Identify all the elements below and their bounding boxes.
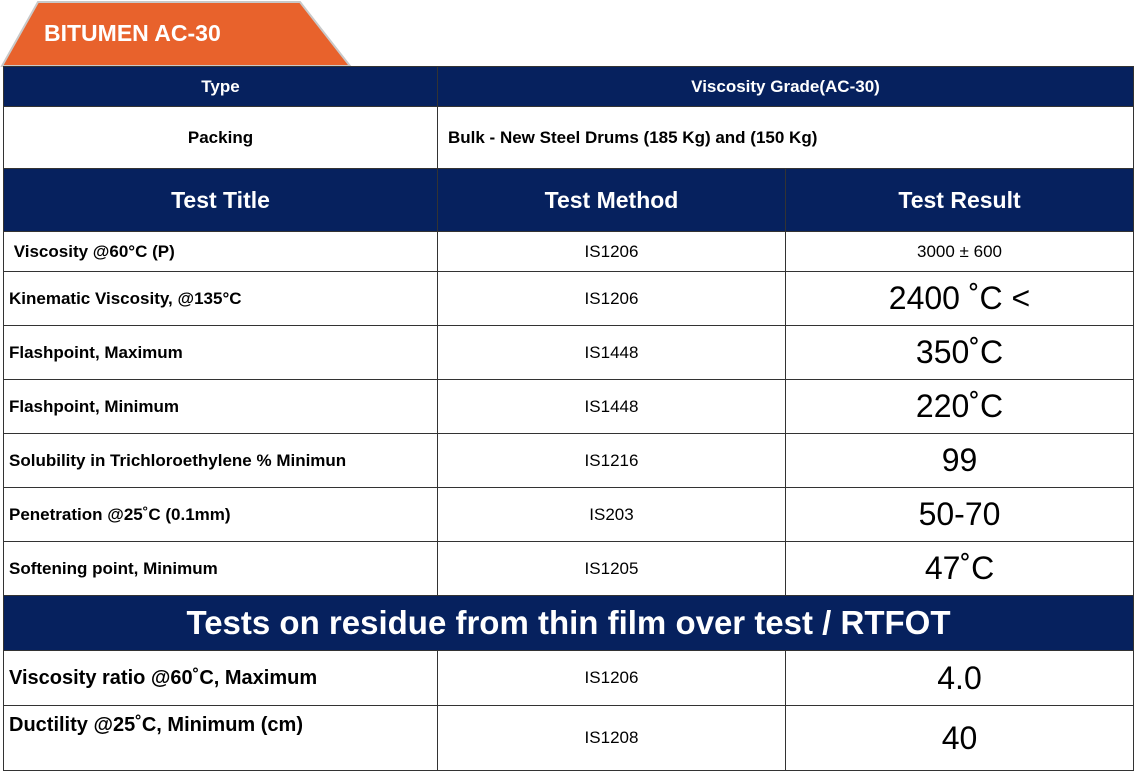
test-method: IS1206 (437, 650, 786, 706)
info-value: Viscosity Grade(AC-30) (437, 66, 1134, 107)
test-result: 220˚C (785, 379, 1134, 434)
test-title: Ductility @25˚C, Minimum (cm) (3, 705, 438, 771)
test-result: 2400 ˚C < (785, 271, 1134, 326)
test-method: IS1206 (437, 231, 786, 272)
title: BITUMEN AC-30 (44, 20, 221, 46)
column-header: Test Method (437, 168, 786, 232)
info-label: Type (3, 66, 438, 107)
test-result: 3000 ± 600 (785, 231, 1134, 272)
test-method: IS1208 (437, 705, 786, 771)
test-result: 50-70 (785, 487, 1134, 542)
test-result: 4.0 (785, 650, 1134, 706)
info-label: Packing (3, 106, 438, 169)
test-title: Penetration @25˚C (0.1mm) (3, 487, 438, 542)
test-title: Flashpoint, Minimum (3, 379, 438, 434)
column-header: Test Result (785, 168, 1134, 232)
test-method: IS1206 (437, 271, 786, 326)
test-result: 40 (785, 705, 1134, 771)
test-result: 47˚C (785, 541, 1134, 596)
test-title: Flashpoint, Maximum (3, 325, 438, 380)
test-title: Solubility in Trichloroethylene % Minimu… (3, 433, 438, 488)
test-result: 350˚C (785, 325, 1134, 380)
info-value: Bulk - New Steel Drums (185 Kg) and (150… (437, 106, 1134, 169)
test-method: IS1448 (437, 325, 786, 380)
test-title: Viscosity @60°C (P) (3, 231, 438, 272)
column-header: Test Title (3, 168, 438, 232)
test-title: Kinematic Viscosity, @135°C (3, 271, 438, 326)
test-title: Viscosity ratio @60˚C, Maximum (3, 650, 438, 706)
section-header: Tests on residue from thin film over tes… (3, 595, 1134, 651)
test-method: IS1448 (437, 379, 786, 434)
test-title: Softening point, Minimum (3, 541, 438, 596)
test-method: IS1216 (437, 433, 786, 488)
test-method: IS1205 (437, 541, 786, 596)
test-method: IS203 (437, 487, 786, 542)
test-result: 99 (785, 433, 1134, 488)
